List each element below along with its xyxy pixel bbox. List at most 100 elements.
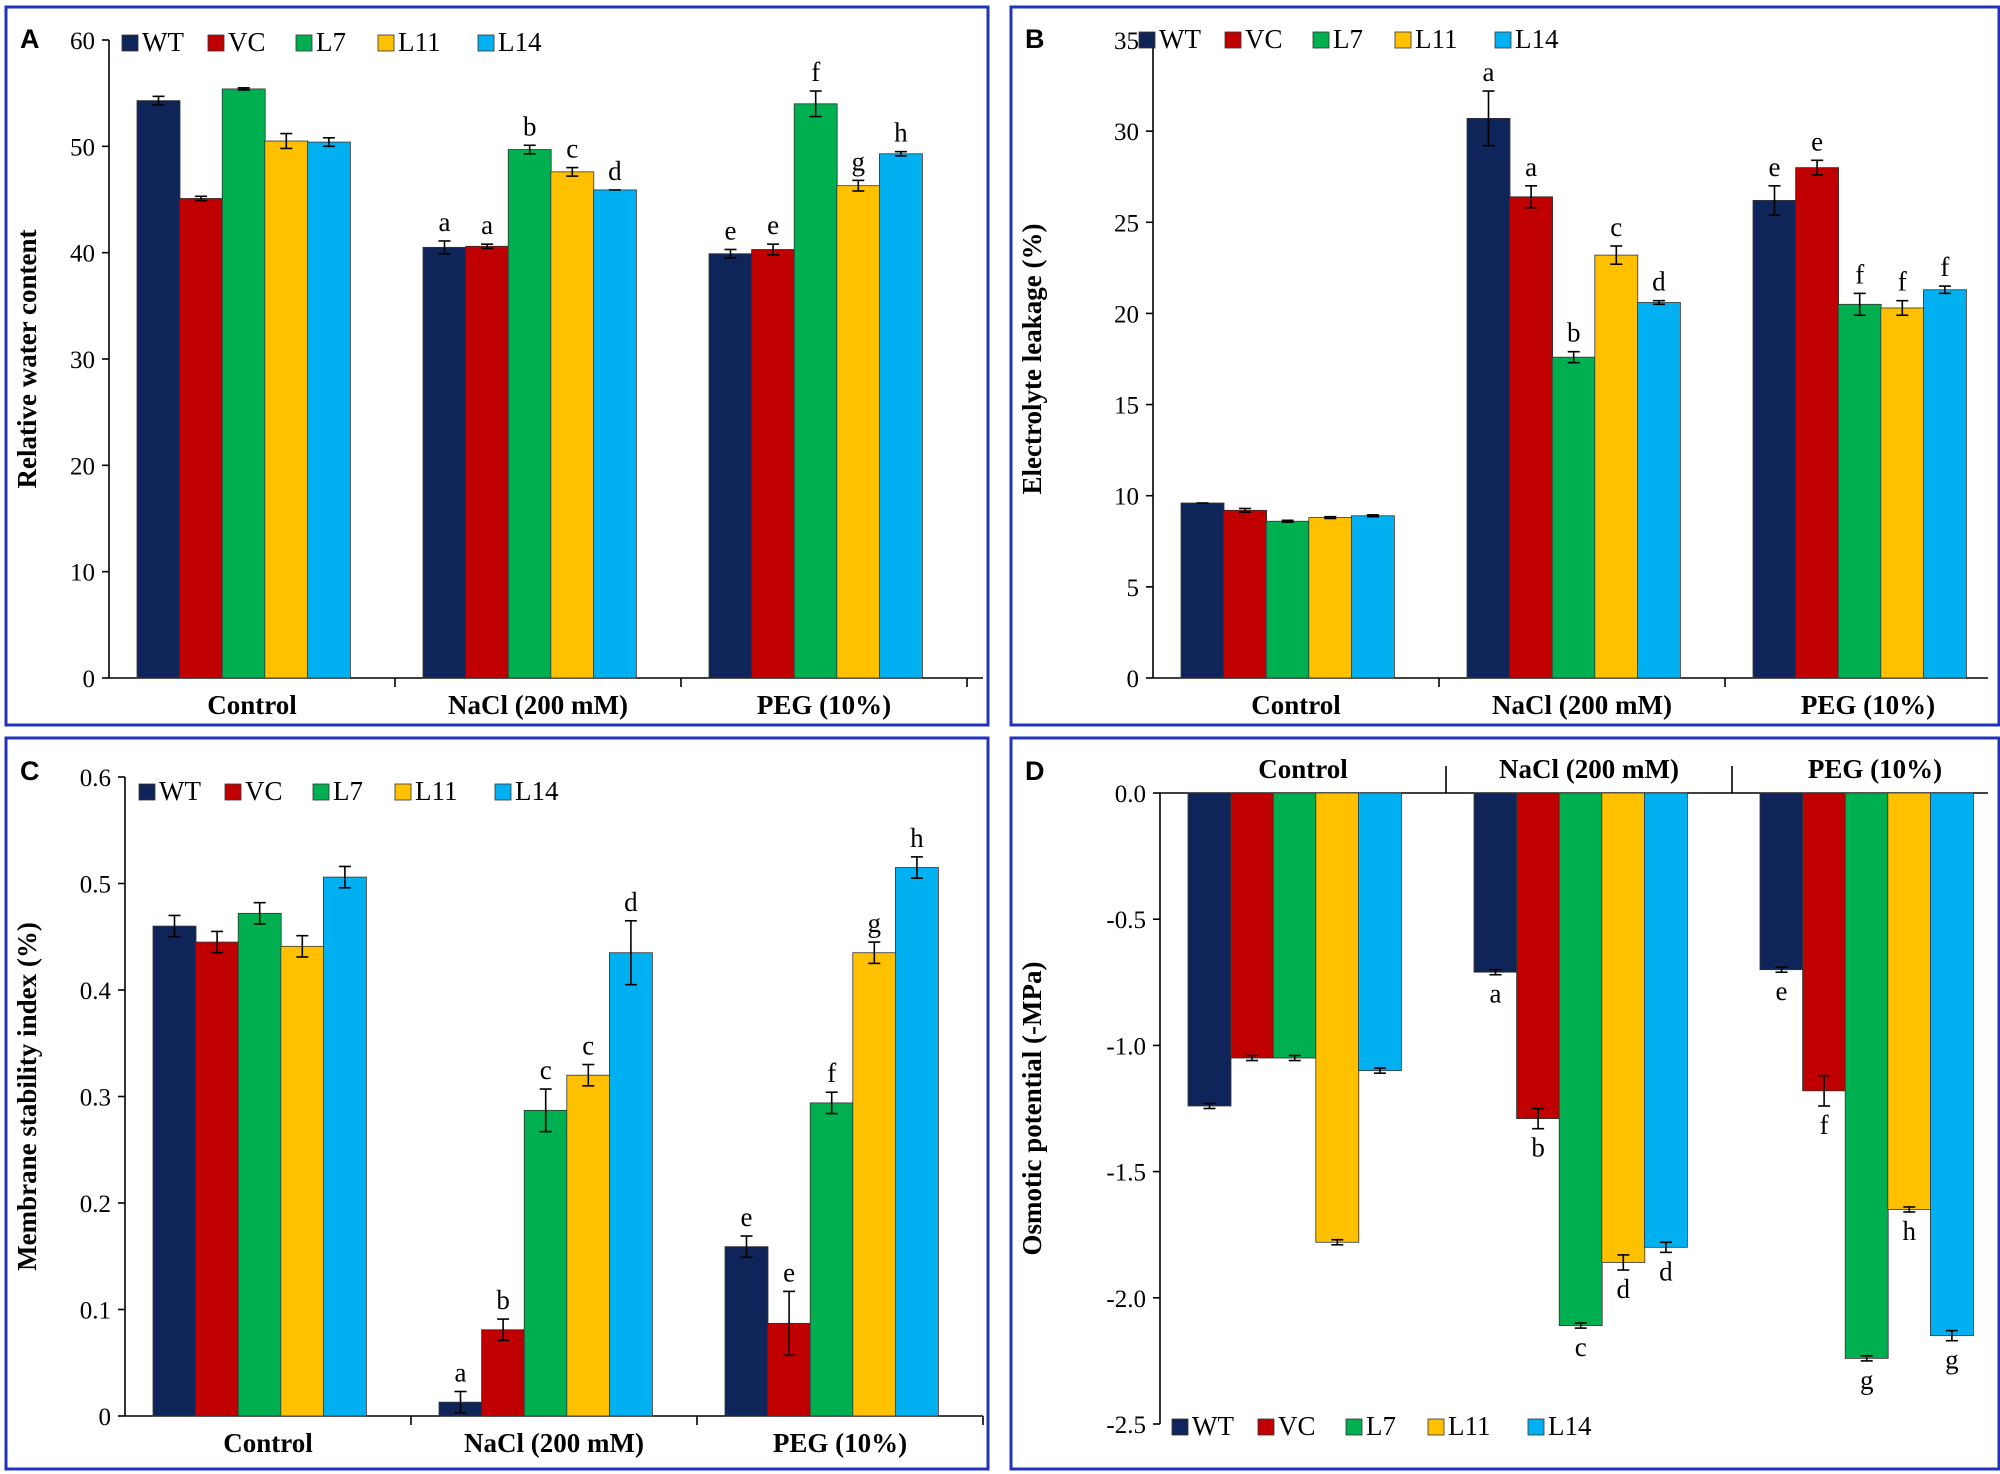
legend-label-wt: WT bbox=[142, 27, 184, 57]
bar-l14-1 bbox=[322, 876, 367, 1417]
bar-l11-2 bbox=[566, 1074, 611, 1417]
bar-wt-3 bbox=[1759, 792, 1804, 971]
bar-wt-1 bbox=[152, 925, 197, 1417]
bar-l7-3 bbox=[809, 1102, 854, 1417]
y-tick-label: 0 bbox=[99, 1404, 112, 1431]
y-tick-label: 0 bbox=[83, 666, 96, 693]
bar-l7-1 bbox=[1272, 792, 1317, 1059]
legend-label-wt: WT bbox=[1159, 24, 1201, 54]
y-tick-label: 30 bbox=[70, 347, 95, 374]
significance-letter: g bbox=[1860, 1365, 1874, 1395]
bar-wt-3 bbox=[1752, 200, 1797, 679]
panel-frame bbox=[1009, 736, 2000, 1471]
significance-letter: f bbox=[1820, 1110, 1829, 1140]
legend-swatch-vc bbox=[224, 783, 242, 801]
bar-l11-2 bbox=[550, 171, 595, 679]
legend-swatch-vc bbox=[1224, 31, 1242, 49]
category-label: Control bbox=[223, 1428, 313, 1458]
y-tick-label: 30 bbox=[1114, 119, 1139, 146]
bar-l11-2 bbox=[1601, 792, 1646, 1263]
legend-swatch-l7 bbox=[295, 34, 313, 52]
bar-wt-2 bbox=[422, 246, 467, 679]
bar-l11-3 bbox=[1887, 792, 1932, 1210]
panel-letter: A bbox=[20, 24, 40, 54]
bar-wt-2 bbox=[1466, 117, 1511, 679]
category-label: Control bbox=[207, 690, 297, 720]
bar-vc-3 bbox=[1795, 167, 1839, 679]
legend-swatch-l11 bbox=[377, 34, 395, 52]
significance-letter: h bbox=[910, 823, 924, 853]
bar-vc-1 bbox=[195, 941, 240, 1417]
bar-l11-3 bbox=[852, 952, 897, 1417]
bar-l14-1 bbox=[1358, 792, 1402, 1072]
bar-l7-1 bbox=[221, 88, 266, 679]
category-label: NaCl (200 mM) bbox=[448, 690, 628, 720]
bar-l14-3 bbox=[1930, 792, 1974, 1337]
panel-letter: C bbox=[20, 756, 40, 786]
bar-l14-1 bbox=[1351, 515, 1395, 679]
significance-letter: f bbox=[1855, 259, 1864, 289]
bar-l7-3 bbox=[1844, 792, 1889, 1359]
y-tick-label: 25 bbox=[1114, 210, 1139, 237]
bar-l7-2 bbox=[1551, 356, 1596, 679]
bar-wt-3 bbox=[724, 1246, 769, 1417]
bar-l11-2 bbox=[1594, 254, 1639, 679]
legend-swatch-l7 bbox=[1345, 1418, 1363, 1436]
significance-letter: c bbox=[1610, 212, 1622, 242]
bar-l14-1 bbox=[306, 141, 351, 679]
significance-letter: d bbox=[1617, 1274, 1631, 1304]
legend-label-vc: VC bbox=[1245, 24, 1283, 54]
bar-l11-1 bbox=[1308, 517, 1353, 679]
significance-letter: c bbox=[1575, 1332, 1587, 1362]
significance-letter: a bbox=[1483, 57, 1495, 87]
legend-swatch-vc bbox=[207, 34, 225, 52]
category-label: Control bbox=[1251, 690, 1341, 720]
significance-letter: g bbox=[868, 908, 882, 938]
bar-l14-2 bbox=[1637, 302, 1681, 679]
significance-letter: a bbox=[1525, 152, 1537, 182]
bar-l11-1 bbox=[1315, 792, 1360, 1243]
bar-vc-2 bbox=[1516, 792, 1560, 1119]
legend-swatch-wt bbox=[121, 34, 139, 52]
y-tick-label: -1.0 bbox=[1106, 1033, 1146, 1060]
significance-letter: d bbox=[608, 156, 622, 186]
significance-letter: h bbox=[1903, 1216, 1917, 1246]
legend-label-l11: L11 bbox=[1415, 24, 1458, 54]
legend-label-vc: VC bbox=[228, 27, 266, 57]
legend-swatch-wt bbox=[1171, 1418, 1189, 1436]
legend-swatch-wt bbox=[138, 783, 156, 801]
significance-letter: a bbox=[1490, 979, 1502, 1009]
bar-l7-2 bbox=[1558, 792, 1603, 1326]
bar-l7-1 bbox=[1265, 520, 1310, 679]
bar-vc-1 bbox=[1223, 509, 1267, 679]
significance-letter: a bbox=[455, 1358, 467, 1388]
significance-letter: g bbox=[852, 146, 866, 176]
legend-label-l11: L11 bbox=[415, 776, 458, 806]
panel-frame bbox=[4, 5, 990, 727]
category-label: PEG (10%) bbox=[1801, 690, 1935, 720]
y-axis-title: Electrolyte leakage (%) bbox=[1017, 224, 1047, 495]
y-tick-label: -0.5 bbox=[1106, 907, 1146, 934]
legend-label-l7: L7 bbox=[1366, 1411, 1396, 1441]
significance-letter: e bbox=[741, 1202, 753, 1232]
significance-letter: f bbox=[1898, 267, 1907, 297]
category-label: Control bbox=[1258, 754, 1348, 784]
bar-l7-3 bbox=[1837, 303, 1882, 679]
y-tick-label: 0.0 bbox=[1115, 781, 1146, 808]
significance-letter: g bbox=[1945, 1345, 1959, 1375]
y-tick-label: 10 bbox=[1114, 484, 1139, 511]
legend-swatch-l11 bbox=[1427, 1418, 1445, 1436]
y-tick-label: 50 bbox=[70, 134, 95, 161]
y-tick-label: 10 bbox=[70, 560, 95, 587]
y-tick-label: 0.4 bbox=[80, 978, 112, 1005]
y-tick-label: -1.5 bbox=[1106, 1160, 1146, 1187]
significance-letter: c bbox=[566, 134, 578, 164]
bar-wt-1 bbox=[1187, 792, 1232, 1107]
bar-vc-3 bbox=[751, 249, 795, 679]
bar-l14-3 bbox=[1923, 289, 1967, 679]
bar-l14-2 bbox=[593, 189, 637, 679]
bar-l14-2 bbox=[1644, 792, 1688, 1248]
significance-letter: b bbox=[523, 111, 537, 141]
category-label: PEG (10%) bbox=[773, 1428, 907, 1458]
bar-vc-1 bbox=[179, 198, 224, 679]
